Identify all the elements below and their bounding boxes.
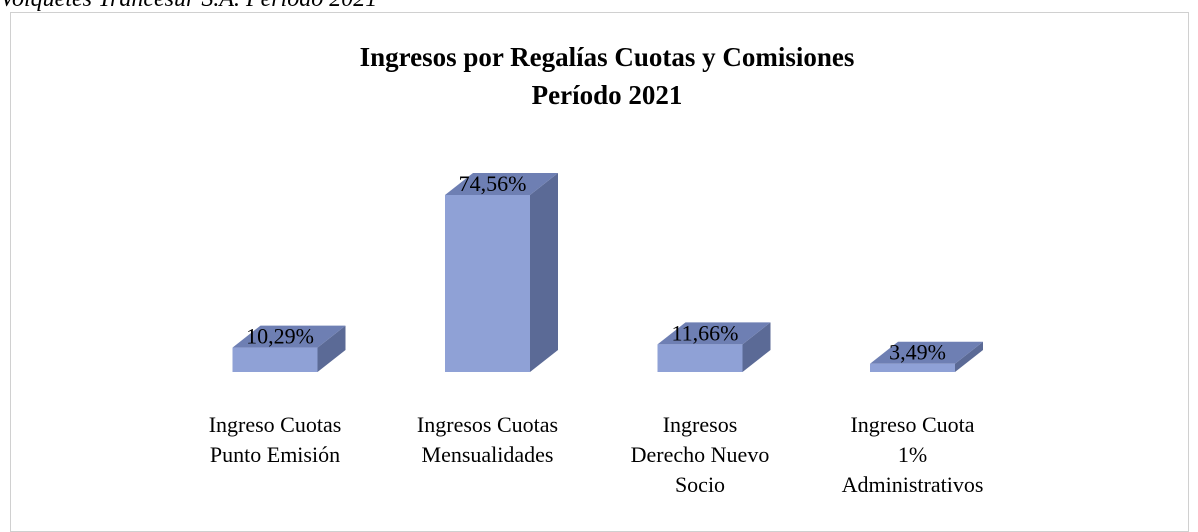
caption: Volquetes Trancesur S.A. Período 2021 bbox=[0, 0, 377, 13]
bar bbox=[445, 195, 530, 372]
chart-title: Ingresos por Regalías Cuotas y Comisione… bbox=[360, 42, 855, 72]
chart: Ingresos por Regalías Cuotas y Comisione… bbox=[232, 42, 983, 372]
bar-top bbox=[657, 322, 771, 345]
bar-top bbox=[232, 325, 346, 348]
value-label: 10,29% bbox=[246, 324, 314, 349]
bar bbox=[657, 344, 743, 372]
bar-side bbox=[742, 322, 771, 372]
value-label: 3,49% bbox=[889, 340, 946, 365]
value-label: 11,66% bbox=[671, 320, 738, 345]
x-tick-label: Ingresos Derecho Nuevo Socio bbox=[630, 412, 770, 497]
x-tick-label: Ingreso Cuota 1% Administrativos bbox=[841, 412, 984, 497]
bar-top bbox=[870, 341, 983, 364]
x-tick-label: Ingresos Cuotas Mensualidades bbox=[416, 412, 559, 467]
bar-top bbox=[445, 173, 558, 195]
bar bbox=[232, 347, 318, 372]
chart-subtitle: Período 2021 bbox=[532, 80, 683, 110]
bar-side bbox=[955, 341, 983, 372]
x-tick-label: Ingreso Cuotas Punto Emisión bbox=[208, 412, 342, 467]
value-label: 74,56% bbox=[459, 171, 527, 196]
bar bbox=[870, 363, 955, 372]
bar-side bbox=[530, 173, 558, 372]
bar-side bbox=[317, 325, 346, 372]
